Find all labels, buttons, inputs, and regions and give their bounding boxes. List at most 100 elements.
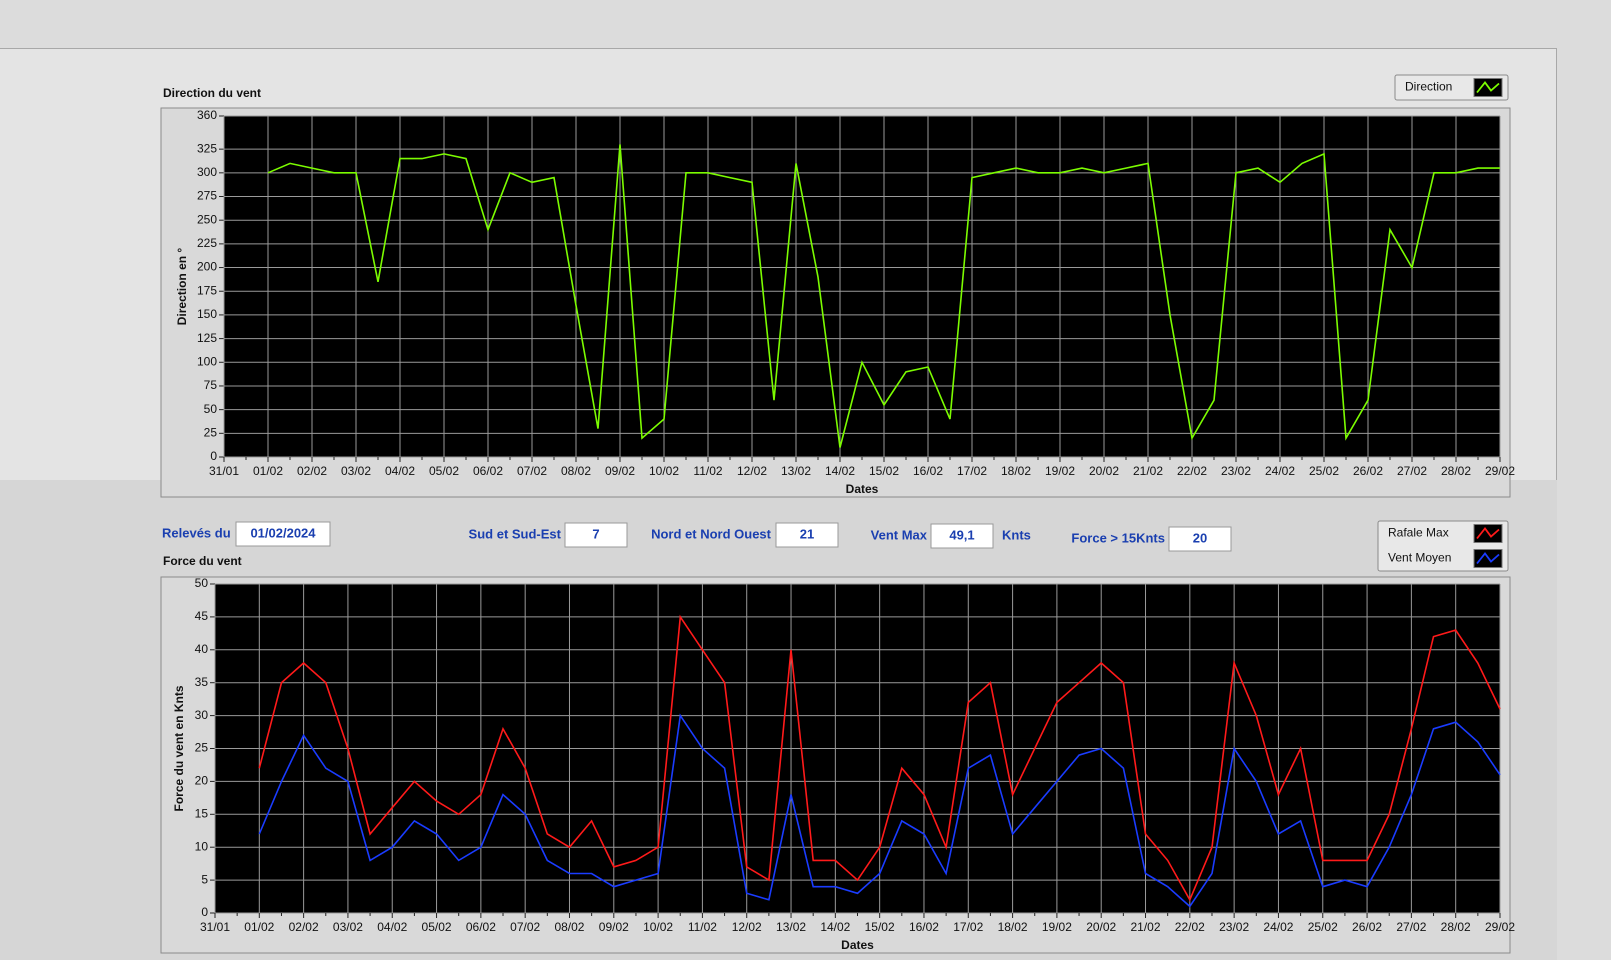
ventmax-unit: Knts	[1002, 527, 1031, 542]
y-tick-label: 20	[195, 774, 209, 788]
x-tick-label: 06/02	[473, 464, 503, 478]
x-tick-label: 19/02	[1045, 464, 1075, 478]
x-tick-label: 14/02	[825, 464, 855, 478]
x-tick-label: 08/02	[554, 920, 584, 934]
x-tick-label: 05/02	[422, 920, 452, 934]
y-tick-label: 50	[204, 402, 218, 416]
x-tick-label: 02/02	[289, 920, 319, 934]
releves-value: 01/02/2024	[250, 525, 316, 540]
x-tick-label: 09/02	[605, 464, 635, 478]
x-tick-label: 06/02	[466, 920, 496, 934]
x-tick-label: 27/02	[1397, 464, 1427, 478]
x-tick-label: 20/02	[1089, 464, 1119, 478]
x-tick-label: 18/02	[1001, 464, 1031, 478]
x-tick-label: 11/02	[688, 920, 717, 934]
x-tick-label: 16/02	[909, 920, 939, 934]
x-tick-label: 21/02	[1131, 920, 1161, 934]
x-tick-label: 25/02	[1308, 920, 1338, 934]
y-tick-label: 200	[197, 260, 217, 274]
y-tick-label: 45	[195, 609, 209, 623]
data-line	[258, 614, 1501, 902]
x-tick-label: 31/01	[200, 920, 230, 934]
y-tick-label: 25	[204, 425, 218, 439]
x-tick-label: 23/02	[1221, 464, 1251, 478]
legend-label: Vent Moyen	[1388, 551, 1451, 565]
x-tick-label: 29/02	[1485, 464, 1515, 478]
x-tick-label: 15/02	[869, 464, 899, 478]
x-tick-label: 03/02	[341, 464, 371, 478]
nno-value: 21	[800, 526, 814, 541]
x-tick-label: 17/02	[953, 920, 983, 934]
y-tick-label: 360	[197, 108, 217, 122]
y-tick-label: 35	[195, 675, 209, 689]
y-axis-label: Direction en °	[175, 248, 189, 326]
y-tick-label: 325	[197, 141, 217, 155]
x-tick-label: 22/02	[1177, 464, 1207, 478]
legend-line	[1476, 81, 1500, 94]
x-tick-label: 22/02	[1175, 920, 1205, 934]
sse-box[interactable]	[564, 522, 628, 548]
y-tick-label: 75	[204, 378, 218, 392]
x-tick-label: 27/02	[1396, 920, 1426, 934]
x-tick-label: 12/02	[732, 920, 762, 934]
legend-line	[1476, 552, 1500, 565]
nno-label: Nord et Nord Ouest	[651, 526, 772, 541]
ventmax-value: 49,1	[949, 527, 974, 542]
x-tick-label: 11/02	[693, 464, 722, 478]
x-axis-label: Dates	[846, 482, 879, 496]
x-tick-label: 07/02	[517, 464, 547, 478]
force-box[interactable]	[1168, 526, 1232, 552]
plot-area	[224, 116, 1500, 457]
force-value: 20	[1193, 530, 1207, 545]
y-tick-label: 50	[195, 576, 209, 590]
sse-value: 7	[592, 526, 599, 541]
y-tick-label: 275	[197, 189, 217, 203]
x-tick-label: 04/02	[377, 920, 407, 934]
x-tick-label: 17/02	[957, 464, 987, 478]
x-tick-label: 21/02	[1133, 464, 1163, 478]
legend-line	[1476, 527, 1500, 540]
ventmax-label: Vent Max	[871, 527, 928, 542]
y-tick-label: 40	[195, 642, 209, 656]
x-tick-label: 10/02	[643, 920, 673, 934]
x-tick-label: 05/02	[429, 464, 459, 478]
legend-label: Rafale Max	[1388, 526, 1449, 540]
y-tick-label: 30	[195, 708, 209, 722]
y-tick-label: 225	[197, 236, 217, 250]
nno-box[interactable]	[775, 522, 839, 548]
x-tick-label: 03/02	[333, 920, 363, 934]
x-tick-label: 29/02	[1485, 920, 1515, 934]
x-tick-label: 10/02	[649, 464, 679, 478]
x-tick-label: 08/02	[561, 464, 591, 478]
releves-label: Relevés du	[162, 525, 231, 540]
force-label: Force > 15Knts	[1071, 530, 1165, 545]
x-tick-label: 13/02	[776, 920, 806, 934]
x-tick-label: 28/02	[1441, 920, 1471, 934]
releves-box[interactable]	[235, 521, 331, 547]
data-line	[258, 713, 1501, 908]
y-tick-label: 10	[195, 839, 209, 853]
x-tick-label: 31/01	[209, 464, 239, 478]
chart-title: Force du vent	[163, 554, 242, 568]
y-tick-label: 250	[197, 212, 217, 226]
y-tick-label: 100	[197, 354, 217, 368]
x-tick-label: 24/02	[1263, 920, 1293, 934]
y-tick-label: 175	[197, 283, 217, 297]
chart-title: Direction du vent	[163, 86, 261, 100]
x-tick-label: 24/02	[1265, 464, 1295, 478]
y-axis-label: Force du vent en Knts	[172, 685, 186, 811]
data-line	[267, 144, 1500, 448]
x-tick-label: 13/02	[781, 464, 811, 478]
x-tick-label: 01/02	[253, 464, 283, 478]
y-tick-label: 150	[197, 307, 217, 321]
x-tick-label: 09/02	[599, 920, 629, 934]
x-tick-label: 18/02	[998, 920, 1028, 934]
y-tick-label: 0	[201, 905, 208, 919]
y-tick-label: 15	[195, 806, 209, 820]
x-tick-label: 02/02	[297, 464, 327, 478]
x-tick-label: 25/02	[1309, 464, 1339, 478]
ventmax-box[interactable]	[930, 523, 994, 549]
legend-label: Direction	[1405, 80, 1452, 94]
